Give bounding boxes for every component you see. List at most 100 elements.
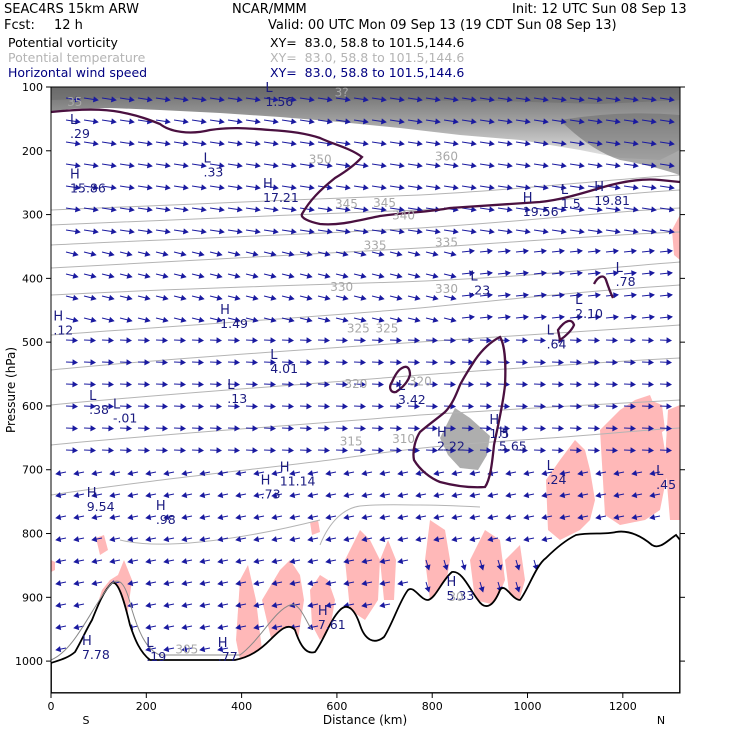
wind-vector-head (128, 162, 135, 169)
wind-vector-head (164, 228, 171, 235)
wind-vector-head (146, 184, 153, 191)
wind-vector-head (632, 228, 639, 235)
wind-vector-head (144, 359, 151, 366)
wind-vector-head (271, 558, 278, 565)
wind-vector-head (380, 118, 387, 125)
wind-vector-head (90, 359, 97, 366)
wind-vector-head (290, 162, 297, 169)
wind-vector-head (360, 316, 367, 323)
wind-vector-head (576, 447, 583, 454)
wind-vector-head (668, 96, 675, 103)
wind-vector-head (632, 96, 639, 103)
wind-vector-head (272, 184, 279, 191)
theta-label: 305 (175, 642, 198, 656)
wind-vector-head (235, 624, 242, 631)
wind-vector-head (146, 96, 153, 103)
wind-vector-head (306, 425, 313, 432)
wind-vector-head (667, 270, 673, 277)
wind-vector-head (270, 359, 277, 366)
wind-vector-head (145, 580, 152, 587)
wind-vector-head (542, 184, 549, 191)
wind-vector-head (577, 470, 584, 477)
wind-vector-head (613, 470, 620, 477)
wind-vector-head (235, 536, 242, 543)
wind-vector-head (505, 292, 511, 299)
wind-vector-head (648, 337, 655, 344)
wind-vector-head (181, 646, 188, 653)
wind-vector-head (541, 536, 548, 543)
wind-vector-head (560, 96, 567, 103)
wind-vector-head (434, 162, 441, 169)
wind-vector-head (452, 184, 459, 191)
wind-vector-head (270, 250, 277, 257)
wind-vector-head (558, 381, 565, 388)
theta-label: 345 (335, 197, 358, 211)
wind-vector-head (540, 403, 547, 410)
wind-vector-head (468, 425, 475, 432)
wind-vector-head (361, 558, 368, 565)
wind-vector-head (648, 447, 655, 454)
wind-vector-head (108, 403, 115, 410)
wind-vector-head (200, 206, 207, 213)
wind-vector-head (254, 140, 261, 147)
wind-vector-head (90, 250, 97, 257)
field-xy-wind: XY= 83.0, 58.8 to 101.5,144.6 (270, 65, 465, 80)
wind-vector-head (108, 294, 115, 301)
wind-vector-head (144, 447, 151, 454)
wind-vector-head (450, 250, 457, 257)
wind-vector-head (542, 162, 549, 169)
wind-vector-head (434, 140, 441, 147)
wind-vector-head (487, 514, 494, 521)
wind-vector-head (362, 96, 369, 103)
wind-vector-head (630, 425, 637, 432)
wind-vector-head (162, 425, 169, 432)
wind-vector-head (488, 184, 495, 191)
wind-vector-head (650, 184, 657, 191)
wind-vector-head (414, 447, 421, 454)
wind-vector-head (74, 96, 81, 103)
wind-vector-head (414, 337, 421, 344)
wind-vector-head (612, 381, 619, 388)
wind-vector-head (343, 536, 350, 543)
wind-vector-head (234, 403, 241, 410)
wind-vector-head (416, 228, 423, 235)
wind-vector-head (217, 470, 224, 477)
wind-vector-head (198, 294, 205, 301)
wind-vector-head (398, 96, 405, 103)
wind-vector-head (542, 118, 549, 125)
wind-vector-head (450, 381, 457, 388)
wind-vector-head (524, 184, 531, 191)
wind-vector-head (92, 96, 99, 103)
wind-vector-head (162, 272, 169, 279)
wind-vector-head (308, 206, 315, 213)
wind-vector-head (522, 403, 529, 410)
wind-vector-head (164, 96, 171, 103)
wind-vector-head (506, 162, 513, 169)
wind-vector-head (360, 425, 367, 432)
wind-vector-head (414, 403, 421, 410)
wind-vector-head (146, 162, 153, 169)
wind-vector-head (380, 228, 387, 235)
wind-vector-head (450, 316, 457, 323)
wind-vector-head (360, 294, 367, 301)
wind-vector-head (326, 96, 333, 103)
wind-vector-head (108, 316, 115, 323)
theta-label: 330 (330, 280, 353, 294)
wind-vector-head (342, 337, 349, 344)
wind-vector-head (128, 206, 135, 213)
wind-vector-head (290, 140, 297, 147)
wind-vector-head (541, 492, 548, 499)
end-label-north: N (657, 714, 665, 727)
wind-vector-head (74, 162, 81, 169)
wind-vector-head (180, 403, 187, 410)
wind-vector-head (650, 228, 657, 235)
extremum-type: H (82, 634, 92, 649)
wind-vector-head (145, 602, 152, 609)
midlevel-gray-shading (440, 408, 490, 470)
extremum-value: .24 (547, 472, 567, 487)
wind-vector-head (306, 359, 313, 366)
wind-vector-head (145, 492, 152, 499)
wind-vector-head (360, 403, 367, 410)
wind-vector-head (523, 470, 530, 477)
wind-vector-head (632, 184, 639, 191)
